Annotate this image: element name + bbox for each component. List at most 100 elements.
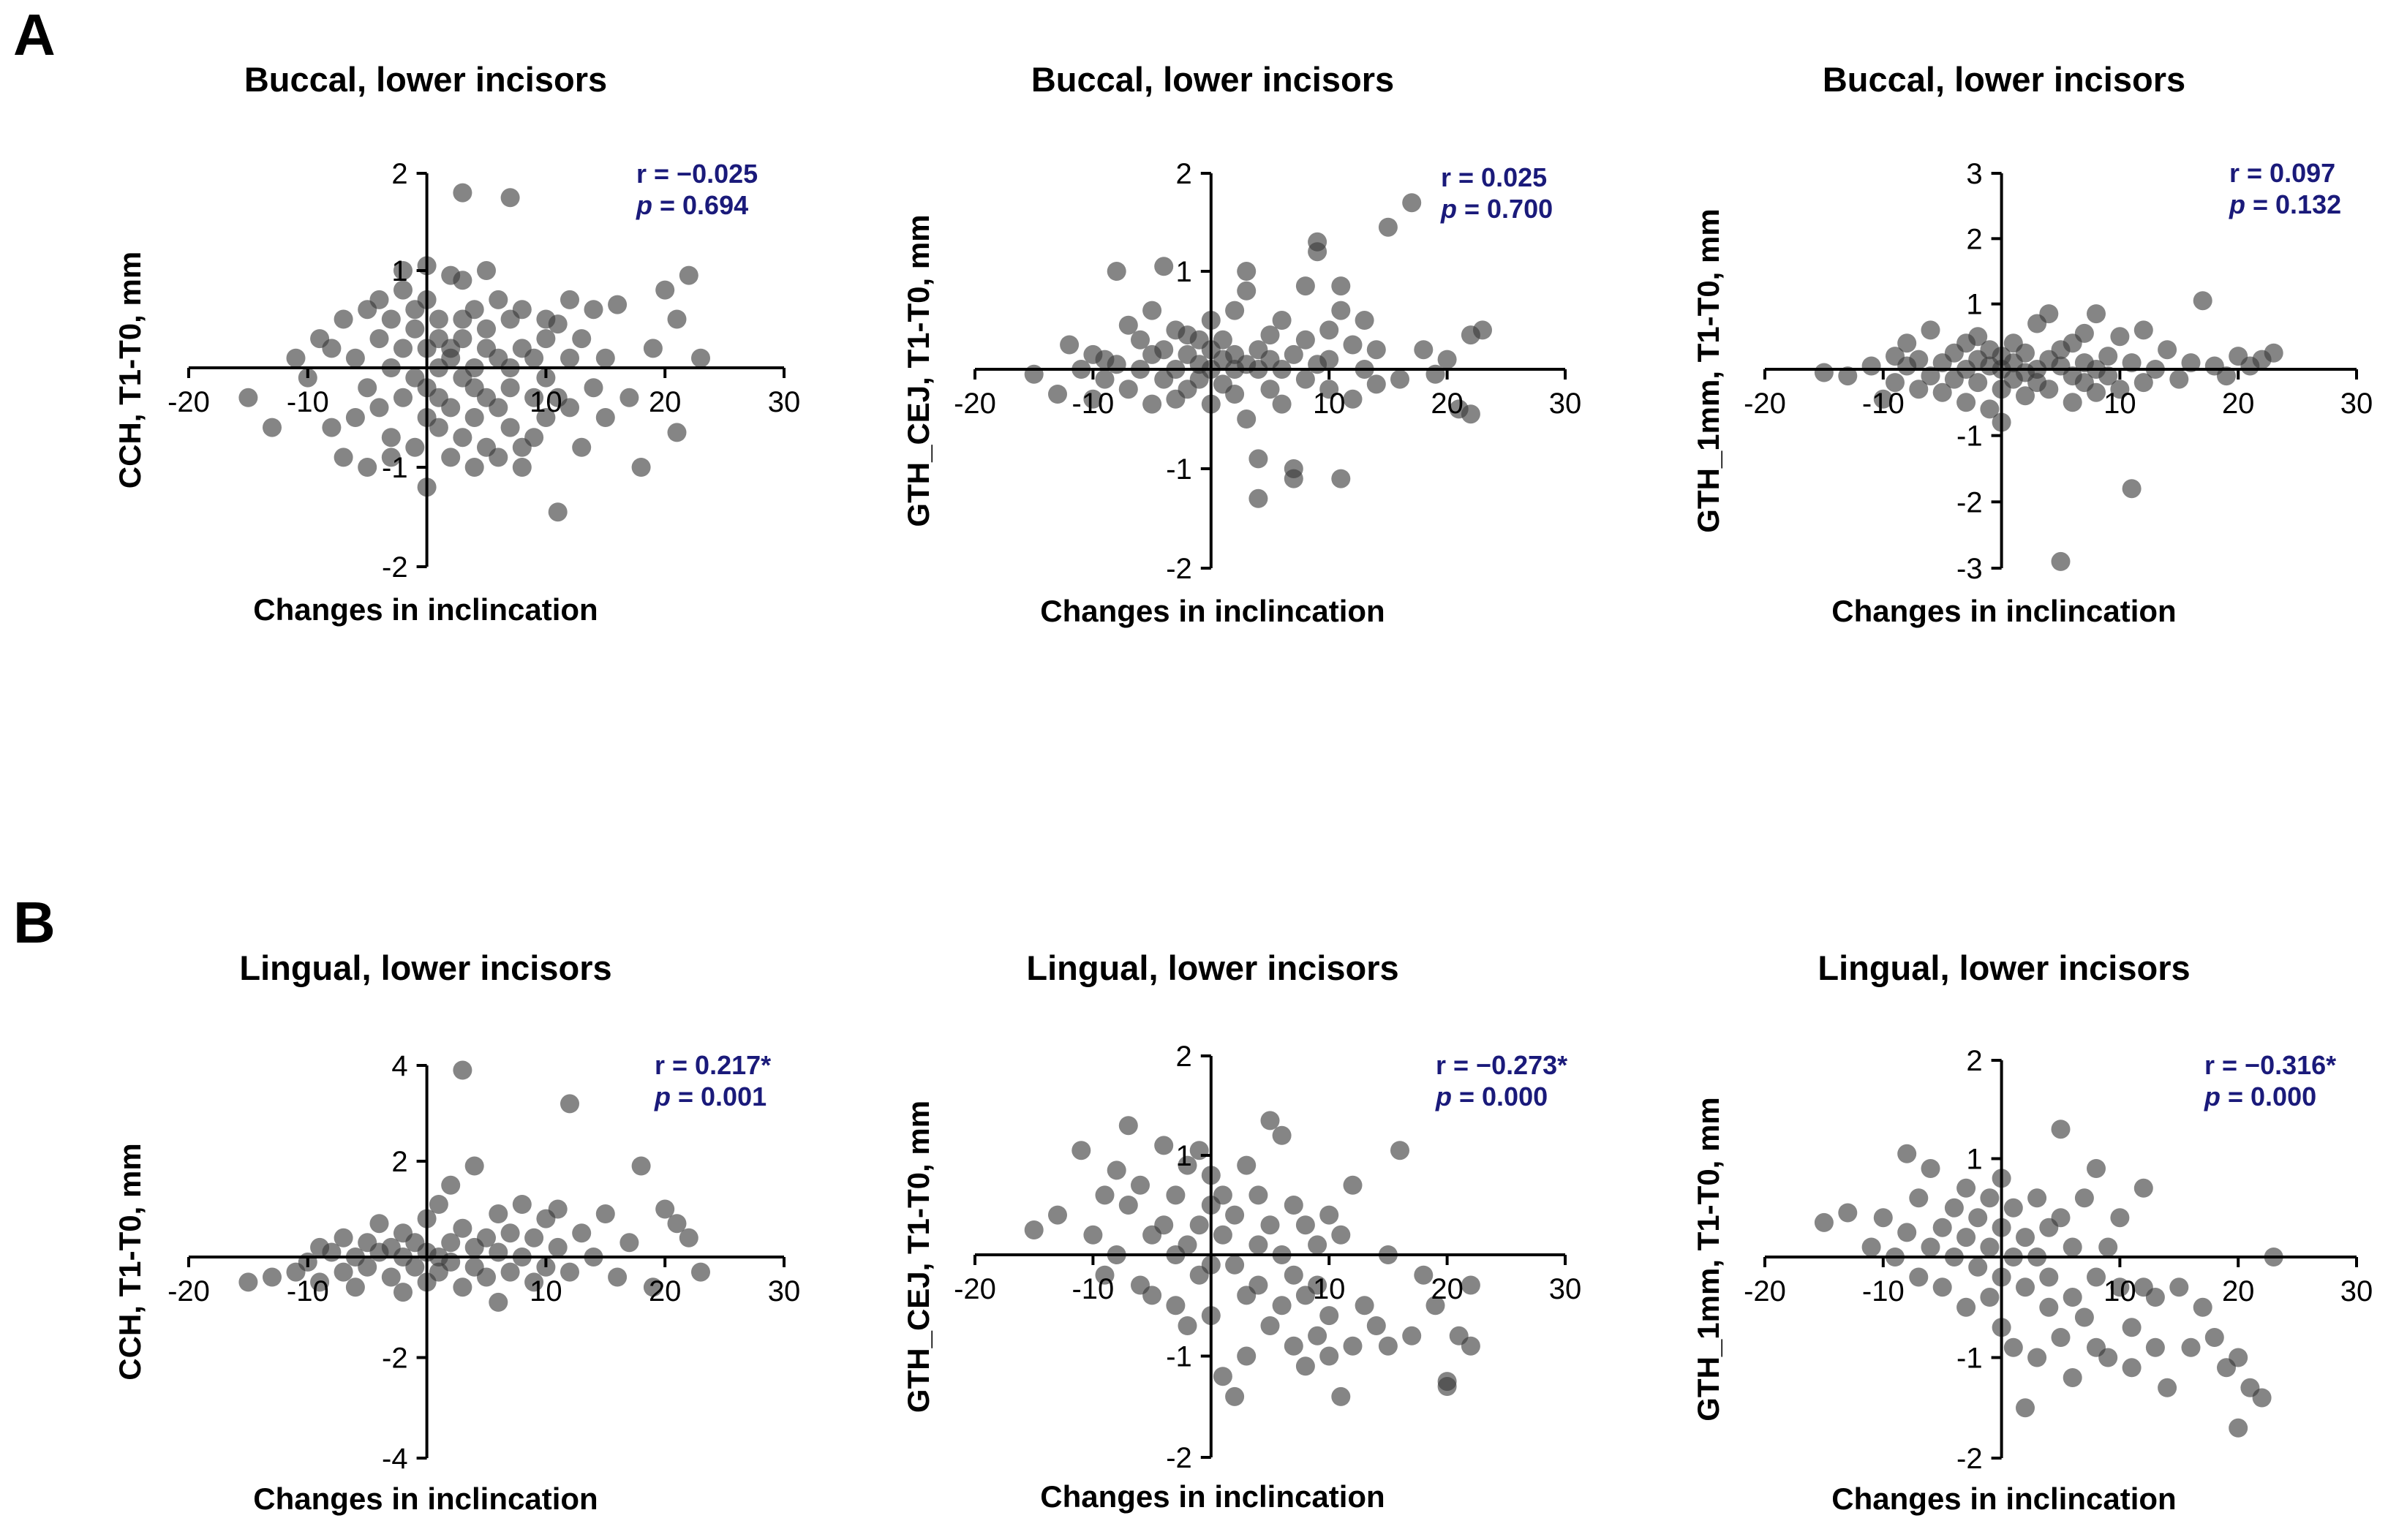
x-tick-label: 30 bbox=[2340, 1275, 2373, 1307]
data-point bbox=[1178, 1316, 1197, 1335]
x-tick-label: 30 bbox=[1549, 1273, 1582, 1305]
data-point bbox=[2039, 1267, 2059, 1287]
x-axis-label: Changes in inclincation bbox=[1040, 594, 1385, 628]
data-point bbox=[524, 1272, 544, 1292]
y-tick-label: 2 bbox=[391, 158, 407, 190]
data-point bbox=[453, 271, 472, 290]
data-point bbox=[1142, 301, 1162, 320]
x-tick-label: -10 bbox=[287, 1275, 329, 1307]
data-point bbox=[2158, 340, 2177, 360]
p-value: p = 0.000 bbox=[2204, 1082, 2316, 1111]
data-point bbox=[2016, 1277, 2035, 1297]
data-point bbox=[1473, 320, 1492, 340]
data-point bbox=[572, 329, 592, 349]
data-point bbox=[1366, 374, 1386, 394]
panel-label-a: A bbox=[13, 2, 56, 67]
x-tick-label: 10 bbox=[2103, 1275, 2136, 1307]
data-point bbox=[489, 1242, 508, 1262]
data-point bbox=[500, 1262, 520, 1282]
y-tick-label: 3 bbox=[1966, 158, 1982, 190]
p-value: p = 0.694 bbox=[636, 190, 748, 220]
data-point bbox=[2169, 369, 2189, 389]
data-point bbox=[2016, 386, 2035, 406]
data-point bbox=[608, 1267, 628, 1287]
data-point bbox=[1932, 1218, 1952, 1237]
data-point bbox=[1956, 393, 1976, 412]
data-point bbox=[1295, 1356, 1315, 1376]
p-value: p = 0.001 bbox=[654, 1082, 767, 1111]
data-point bbox=[429, 1195, 448, 1214]
data-point bbox=[2204, 1328, 2224, 1347]
data-point bbox=[322, 418, 342, 437]
data-point bbox=[381, 448, 401, 467]
x-tick-label: -10 bbox=[1862, 388, 1905, 420]
data-point bbox=[453, 1060, 472, 1080]
data-point bbox=[1024, 364, 1044, 384]
data-point bbox=[2110, 1208, 2130, 1228]
data-point bbox=[1921, 320, 1940, 340]
data-point bbox=[2193, 1297, 2212, 1317]
data-point bbox=[1260, 1316, 1280, 1335]
x-axis-label: Changes in inclincation bbox=[253, 592, 598, 627]
scatter-chart-4: -20 -10 10 20 30 -4 -2 2 4 Lingual, lower incisor… bbox=[113, 948, 800, 1516]
y-tick-label: 1 bbox=[391, 255, 407, 287]
y-tick-label: 1 bbox=[1966, 289, 1982, 321]
data-point bbox=[2063, 1288, 2082, 1307]
data-point bbox=[2133, 373, 2153, 393]
data-point bbox=[1284, 469, 1303, 488]
data-point bbox=[1237, 262, 1257, 281]
data-points bbox=[238, 183, 710, 522]
y-tick-label: -1 bbox=[382, 452, 408, 484]
data-point bbox=[1260, 380, 1280, 399]
data-point bbox=[1248, 1185, 1268, 1205]
data-point bbox=[429, 418, 448, 437]
data-point bbox=[1154, 1136, 1174, 1155]
data-point bbox=[393, 280, 413, 300]
data-point bbox=[2098, 366, 2118, 386]
y-tick-label: -1 bbox=[1956, 1343, 1983, 1375]
data-point bbox=[1225, 385, 1245, 404]
data-point bbox=[310, 1272, 330, 1292]
data-point bbox=[667, 1214, 687, 1234]
data-point bbox=[1095, 1185, 1115, 1205]
data-point bbox=[393, 339, 413, 358]
scatter-chart-1: -20 -10 10 20 30 -2 -1 1 2 Buccal, lower incisors… bbox=[113, 60, 800, 627]
x-axis-label: Changes in inclincation bbox=[1040, 1479, 1385, 1514]
data-point bbox=[1968, 1257, 1988, 1277]
data-point bbox=[1237, 1155, 1257, 1175]
data-point bbox=[1095, 1265, 1115, 1285]
y-tick-label: -2 bbox=[1956, 486, 1983, 518]
data-point bbox=[405, 1257, 425, 1277]
data-point bbox=[1308, 1235, 1327, 1255]
data-point bbox=[477, 319, 496, 339]
data-point bbox=[2133, 320, 2153, 340]
data-point bbox=[1071, 1141, 1091, 1160]
data-point bbox=[524, 428, 544, 448]
data-point bbox=[1390, 369, 1409, 389]
x-tick-label: 10 bbox=[2103, 388, 2136, 420]
data-point bbox=[1838, 366, 1858, 386]
data-point bbox=[1107, 1160, 1126, 1180]
chart-title: Lingual, lower incisors bbox=[1026, 948, 1398, 987]
data-point bbox=[2016, 1228, 2035, 1248]
scatter-chart-5: -20 -10 10 20 30 -2 -1 1 2 Lingual, lower incisor… bbox=[901, 948, 1581, 1514]
scatter-chart-2: -20 -10 10 20 30 -2 -1 1 2 Buccal, lower incisors… bbox=[901, 60, 1581, 628]
data-point bbox=[643, 339, 663, 358]
y-axis-label: GTH_CEJ, T1-T0, mm bbox=[901, 214, 935, 526]
data-point bbox=[1390, 1141, 1409, 1160]
data-point bbox=[1425, 1296, 1445, 1316]
data-point bbox=[1295, 276, 1315, 296]
data-point bbox=[643, 1277, 663, 1297]
data-point bbox=[1909, 350, 1929, 369]
data-point bbox=[1213, 330, 1232, 350]
data-point bbox=[584, 378, 603, 398]
data-point bbox=[238, 388, 258, 407]
y-tick-label: -4 bbox=[382, 1443, 408, 1475]
data-point bbox=[1319, 350, 1339, 369]
data-point bbox=[548, 1237, 568, 1257]
data-point bbox=[667, 309, 687, 329]
chart-title: Buccal, lower incisors bbox=[244, 60, 607, 99]
x-axis-label: Changes in inclincation bbox=[1831, 594, 2176, 628]
data-point bbox=[1118, 315, 1138, 335]
